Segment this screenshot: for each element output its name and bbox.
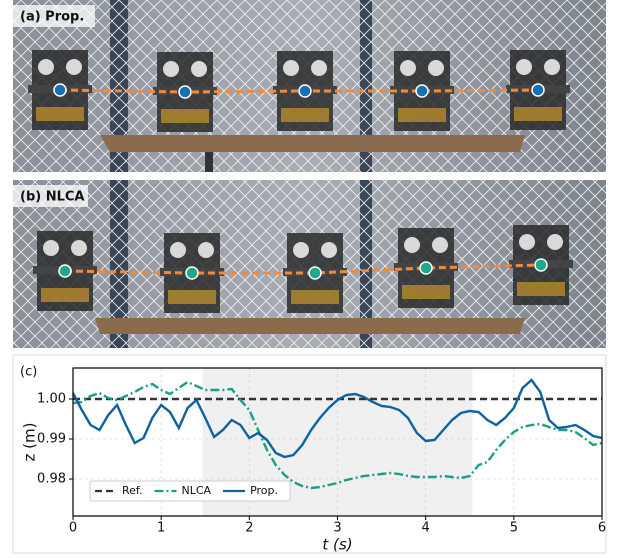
x-tick-label: 4 [422, 521, 430, 536]
panel-label: (b) NLCA [20, 190, 84, 205]
y-tick-label: 1.00 [37, 392, 66, 407]
page: (a) Prop. (b) NLCA (c) 0.98 0.99 1.00 0 1 2 3 4 5… [0, 0, 620, 554]
panel-label: (a) Prop. [20, 10, 84, 25]
y-tick-label: 0.98 [37, 472, 66, 487]
figure: (a) Prop. (b) NLCA (c) 0.98 0.99 1.00 0 1 2 3 4 5… [0, 0, 620, 554]
x-tick-label: 6 [598, 521, 606, 536]
legend: Ref. NLCA Prop. [90, 481, 290, 501]
y-tick-label: 0.99 [37, 432, 66, 447]
x-tick-label: 2 [245, 521, 253, 536]
legend-label: Ref. [122, 484, 143, 497]
y-axis-label: z (m) [21, 423, 39, 462]
legend-label: NLCA [182, 484, 212, 497]
x-tick-label: 0 [69, 521, 77, 536]
x-tick-label: 3 [333, 521, 341, 536]
photo-b: (b) NLCA [13, 180, 606, 348]
x-tick-label: 5 [510, 521, 518, 536]
x-axis-label: t (s) [322, 536, 352, 554]
legend-label: Prop. [250, 484, 278, 497]
photo-a: (a) Prop. [13, 0, 606, 172]
x-tick-label: 1 [157, 521, 165, 536]
panel-label: (c) [20, 365, 37, 380]
